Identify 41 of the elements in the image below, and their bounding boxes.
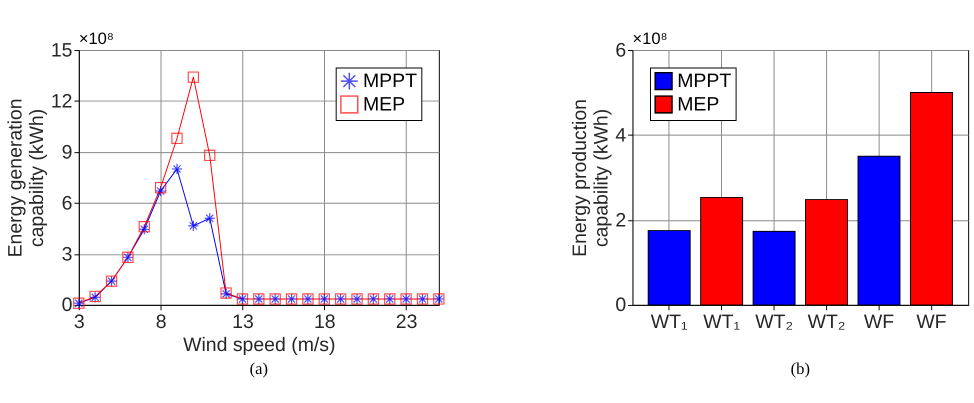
y-tick-label: 2 [615, 209, 626, 232]
y-axis-title: Energy generation capability (kWh) [4, 98, 48, 258]
y-tick-label: 6 [62, 192, 72, 214]
x-tick-label: 18 [314, 310, 336, 333]
point [154, 185, 166, 197]
point [204, 150, 216, 162]
y-tick-label: 6 [615, 39, 626, 62]
x-tick-label: 8 [156, 310, 167, 333]
x-tick-label: WT₁ [703, 310, 740, 333]
y-tick-label: 9 [62, 141, 72, 164]
point [154, 182, 166, 194]
text: (b) [790, 359, 810, 378]
y-tick-label: 0 [615, 294, 626, 316]
text: ×10⁸ [78, 29, 114, 48]
point [171, 163, 183, 175]
y-tick-label: 3 [62, 243, 72, 266]
point [204, 212, 216, 224]
text: ×10⁸ [632, 29, 668, 48]
point [171, 132, 183, 144]
y-tick-label: 0 [62, 294, 73, 316]
y-tick-label: 15 [50, 39, 72, 62]
y-tick-label: 4 [615, 124, 626, 146]
point [188, 71, 200, 83]
x-tick-label: 23 [396, 310, 418, 333]
x-tick-label: WT₁ [650, 310, 688, 333]
x-axis-title: Wind speed (m/s) [183, 334, 336, 356]
legend-label: MPPT [362, 70, 418, 92]
legend-label: MPPT [677, 70, 732, 92]
point [188, 220, 200, 232]
x-tick-label: WF [864, 310, 894, 333]
y-axis-title: Energy production capability (kWh) [569, 99, 613, 257]
y-tick-label: 12 [50, 90, 72, 112]
legend-label: MEP [362, 93, 406, 116]
point [138, 224, 150, 235]
point [138, 221, 150, 232]
text: (a) [250, 359, 268, 378]
x-tick-label: 13 [232, 310, 254, 333]
x-tick-label: WT₂ [808, 310, 846, 333]
x-tick-label: WF [916, 310, 947, 333]
legend-label: MEP [677, 93, 720, 116]
x-tick-label: WT₂ [755, 310, 793, 333]
